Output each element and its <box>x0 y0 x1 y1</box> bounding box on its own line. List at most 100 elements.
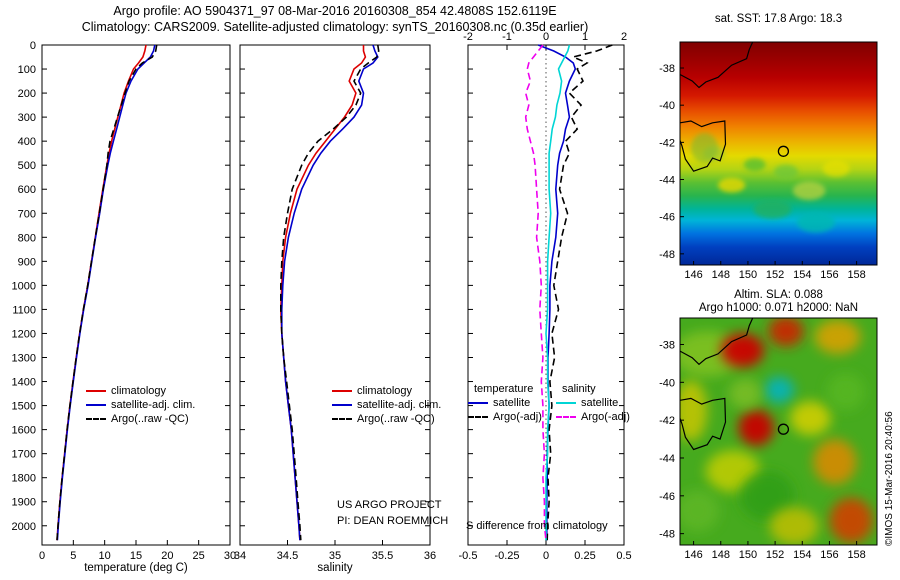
legend-item-argo-t: Argo(-adj) <box>468 410 542 424</box>
field-blob <box>814 319 861 354</box>
legend-item-argo: Argo(..raw -QC) <box>86 412 195 426</box>
legend-label-climatology: climatology <box>111 385 167 397</box>
tick-label: -38 <box>659 63 675 75</box>
map-border-sst-map <box>679 41 878 266</box>
legend-line-satadj-icon <box>86 404 106 406</box>
tick-label: 10 <box>99 550 111 562</box>
tick-label: 0 <box>543 550 549 562</box>
curve-argo---raw--qc- <box>279 44 380 541</box>
tick-label: 35 <box>329 550 341 562</box>
tick-label: 156 <box>820 269 838 281</box>
tick-label: -48 <box>659 529 675 541</box>
tick-label: 154 <box>793 269 811 281</box>
legend-title-temperature: temperature <box>474 383 534 395</box>
legend-item-argo-s: Argo(-adj) <box>556 410 630 424</box>
tick-label: -42 <box>659 415 675 427</box>
tick-label: -42 <box>659 137 675 149</box>
tick-label: -44 <box>659 453 675 465</box>
legend-line-satadj-icon <box>332 404 352 406</box>
tick-label: 1000 <box>12 280 36 292</box>
sla-map-subtitle: Argo h1000: 0.071 h2000: NaN <box>698 302 859 314</box>
legend-salinity-panel: climatology satellite-adj. clim. Argo(..… <box>332 384 441 426</box>
legend-label-climatology: climatology <box>357 385 413 397</box>
legend-salinity-diff: salinity satellite Argo(-adj) <box>556 382 630 424</box>
sst-map-title: sat. SST: 17.8 Argo: 18.3 <box>714 13 843 25</box>
field-blob <box>738 409 774 446</box>
legend-line-satellite-t-icon <box>468 402 488 404</box>
tick-label: 146 <box>684 269 702 281</box>
tick-label: 150 <box>739 549 757 561</box>
legend-label-satellite-s: satellite <box>581 397 619 409</box>
field-blob <box>753 200 792 219</box>
legend-label-satadj: satellite-adj. clim. <box>111 399 196 411</box>
legend-label-satellite-t: satellite <box>493 397 531 409</box>
tick-label: 1200 <box>12 328 36 340</box>
tick-label: 1 <box>582 31 588 43</box>
legend-line-satellite-s-icon <box>556 402 576 404</box>
tick-label: 2000 <box>12 521 36 533</box>
legend-item-argo: Argo(..raw -QC) <box>332 412 441 426</box>
map-border-sla-map <box>679 317 878 546</box>
field-blob <box>773 164 799 180</box>
tick-label: 1500 <box>12 401 36 413</box>
axes-box-salinity-profile <box>239 44 431 546</box>
tick-label: 152 <box>766 549 784 561</box>
legend-label-argo-t: Argo(-adj) <box>493 411 542 423</box>
s-difference-note: S difference from climatology <box>466 520 608 532</box>
tick-label: 25 <box>193 550 205 562</box>
curve-salinity-satellite <box>545 44 571 541</box>
tick-label: -46 <box>659 491 675 503</box>
tick-label: 1300 <box>12 353 36 365</box>
coastline-mainland <box>680 42 754 89</box>
field-blob <box>690 133 719 163</box>
tick-label: -0.25 <box>494 550 519 562</box>
legend-item-satadj: satellite-adj. clim. <box>332 398 441 412</box>
curve-salinity-argo--adj- <box>524 44 547 541</box>
tick-label: 20 <box>161 550 173 562</box>
legend-line-climatology-icon <box>86 390 106 392</box>
tick-label: 30 <box>224 550 236 562</box>
legend-temperature-diff: temperature satellite Argo(-adj) <box>468 382 542 424</box>
legend-label-argo-s: Argo(-adj) <box>581 411 630 423</box>
sla-map-title: Altim. SLA: 0.088 <box>734 289 823 301</box>
tick-label: 148 <box>712 269 730 281</box>
tick-label: 35.5 <box>372 550 393 562</box>
argo-float-marker <box>777 423 790 435</box>
tick-label: -48 <box>659 249 675 261</box>
tick-label: 36 <box>424 550 436 562</box>
tick-label: 2 <box>621 31 627 43</box>
legend-label-satadj: satellite-adj. clim. <box>357 399 442 411</box>
legend-item-climatology: climatology <box>332 384 441 398</box>
tick-label: -40 <box>659 100 675 112</box>
legend-label-argo: Argo(..raw -QC) <box>111 413 189 425</box>
tick-label: -2 <box>463 31 473 43</box>
tick-label: 500 <box>18 160 36 172</box>
tick-label: 600 <box>18 184 36 196</box>
tick-label: 154 <box>793 549 811 561</box>
tick-label: -40 <box>659 377 675 389</box>
field-blob <box>728 378 762 409</box>
field-blob <box>813 439 857 485</box>
argo-float-marker <box>777 145 790 157</box>
tick-label: -44 <box>659 175 675 187</box>
tick-label: 400 <box>18 136 36 148</box>
field-blob <box>743 158 766 172</box>
tick-label: 0 <box>39 550 45 562</box>
field-blob <box>680 490 720 532</box>
legend-label-argo: Argo(..raw -QC) <box>357 413 435 425</box>
tick-label: 15 <box>130 550 142 562</box>
tick-label: 900 <box>18 256 36 268</box>
field-blob <box>829 497 873 544</box>
curve-satellite-adj--clim- <box>280 44 379 541</box>
tick-label: 200 <box>18 88 36 100</box>
curve-satellite-adj--clim- <box>56 44 156 541</box>
sst-map <box>680 42 877 265</box>
coastline-tasmania <box>680 397 727 451</box>
xlabel-temperature: temperature (deg C) <box>84 562 188 574</box>
legend-line-argo-t-icon <box>468 416 488 418</box>
tick-label: 800 <box>18 232 36 244</box>
xlabel-salinity: salinity <box>317 562 353 574</box>
curve-argo---raw--qc- <box>56 44 158 541</box>
